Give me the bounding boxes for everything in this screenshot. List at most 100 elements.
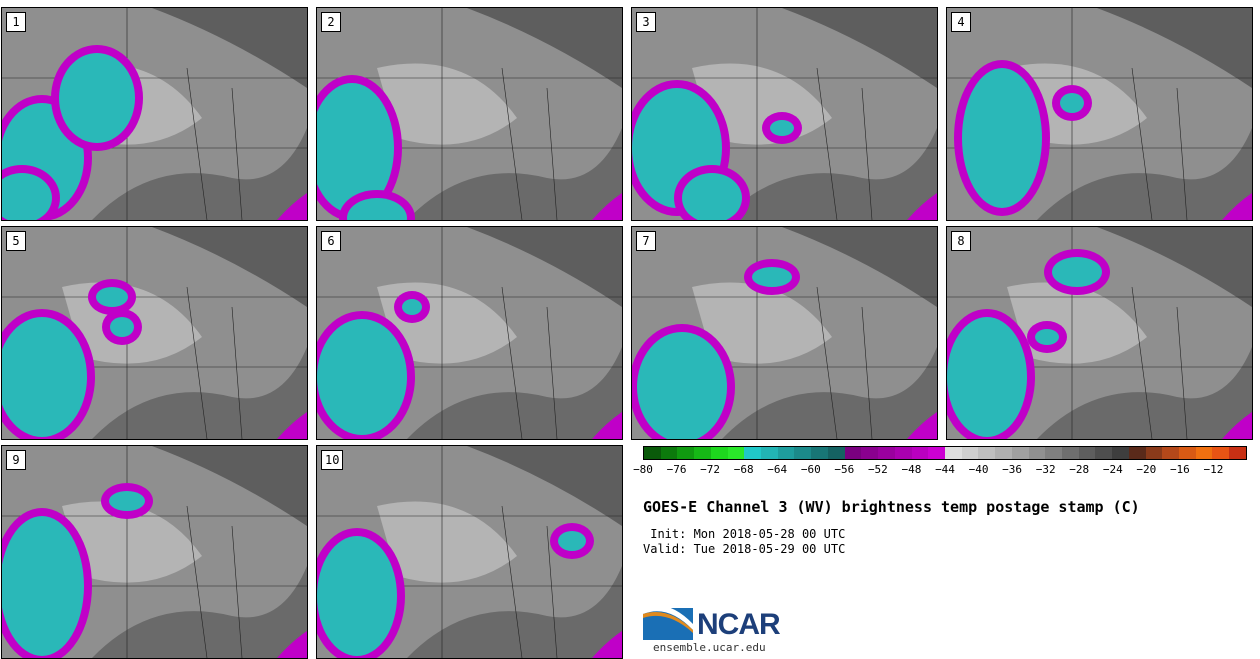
stamp-number: 7 [636,231,656,251]
colorbar-cell [944,447,962,459]
cold-cloud-top-region [317,536,397,656]
colorbar-tick-label: −32 [1035,463,1056,476]
dry-band [152,8,307,88]
water-vapor-map [2,446,307,658]
ensemble-url: ensemble.ucar.edu [653,641,766,654]
dry-band [467,446,622,526]
dry-band [467,8,622,88]
water-vapor-map [317,446,622,658]
cold-cloud-top-region [402,299,422,315]
dry-band [1097,8,1252,88]
deep-convection-region [277,631,307,658]
colorbar-cell [995,447,1012,459]
cold-cloud-top-region [962,68,1042,208]
stamp-panel-9: 9 [1,445,308,659]
cold-cloud-top-region [752,267,792,287]
cold-cloud-top-region [317,319,407,435]
state-boundaries [947,227,1252,439]
colorbar-cell [1095,447,1113,459]
stamp-number: 5 [6,231,26,251]
colorbar-tick-label: −64 [767,463,788,476]
moist-band [377,63,517,145]
cold-cloud-top-region [1060,93,1084,113]
colorbar-tick-label: −24 [1102,463,1123,476]
cold-cloud-top-region [1052,257,1102,287]
water-vapor-map [2,227,307,439]
cold-cloud-top-region [2,173,52,220]
dry-band [92,128,307,220]
cold-cloud-top-region [96,287,128,307]
dry-band [1037,128,1252,220]
cold-cloud-top-region [682,173,742,220]
cold-cloud-top-region [1035,329,1059,345]
dry-band [152,446,307,526]
dry-band [722,347,937,439]
dry-band [407,347,622,439]
colorbar-tick-label: −72 [700,463,721,476]
colorbar-tick-labels: −80 −76 −72 −68 −64 −60 −56 −52 −48 −44 −40 −36 −32−… [633,463,1247,483]
colorbar-cell [1028,447,1046,459]
colorbar-cell [1179,447,1196,459]
dry-band [92,566,307,658]
deep-convection-region [907,412,937,439]
colorbar-cell [1128,447,1146,459]
dry-band [782,227,937,307]
colorbar-cell [1229,447,1246,459]
cold-cloud-top-region [317,83,394,213]
cold-cloud-top-region [770,120,794,136]
state-boundaries [632,8,937,220]
colorbar-tick-label: −80 [633,463,653,476]
stamp-number: 4 [951,12,971,32]
deep-convection-region [592,631,622,658]
colorbar-cell [1112,447,1129,459]
colorbar-cell [660,447,678,459]
colorbar-cell [794,447,812,459]
colorbar-cell [694,447,711,459]
cold-cloud-top-region [347,198,407,220]
stamp-panel-7: 7 [631,226,938,440]
deep-convection-region [1222,412,1252,439]
stamp-number: 6 [321,231,341,251]
colorbar-tick-label: −40 [968,463,989,476]
colorbar-cell [878,447,895,459]
water-vapor-map [317,8,622,220]
stamp-panel-5: 5 [1,226,308,440]
colorbar-tick-label: −76 [666,463,687,476]
colorbar-cell [1045,447,1062,459]
colorbar-tick-label: −48 [901,463,922,476]
deep-convection-region [277,412,307,439]
valid-time: Valid: Tue 2018-05-29 00 UTC [643,542,846,556]
cold-cloud-top-region [2,516,84,656]
state-boundaries [317,446,622,658]
stamp-number: 8 [951,231,971,251]
dry-band [1097,227,1252,307]
water-vapor-map [632,227,937,439]
water-vapor-map [947,227,1252,439]
colorbar-cell [1078,447,1096,459]
deep-convection-region [592,412,622,439]
water-vapor-map [2,8,307,220]
colorbar-cell [761,447,778,459]
colorbar-tick-label: −56 [834,463,855,476]
colorbar-tick-label: −44 [935,463,955,476]
deep-convection-region [592,193,622,220]
colorbar-tick-label: −16 [1169,463,1190,476]
state-boundaries [2,446,307,658]
colorbar-tick-label: −36 [1002,463,1023,476]
colorbar-cell [894,447,912,459]
state-boundaries [632,227,937,439]
dry-band [152,227,307,307]
colorbar-cell [844,447,862,459]
stamp-panel-8: 8 [946,226,1253,440]
stamp-panel-1: 1 [1,7,308,221]
colorbar-cell [861,447,879,459]
colorbar-tick-label: −28 [1069,463,1090,476]
deep-convection-region [277,193,307,220]
stamp-panel-4: 4 [946,7,1253,221]
dry-band [722,128,937,220]
moist-band [377,501,517,583]
colorbar-cell [1011,447,1029,459]
colorbar-cell [811,447,828,459]
ncar-logo-text: NCAR [697,608,781,641]
dry-band [407,566,622,658]
